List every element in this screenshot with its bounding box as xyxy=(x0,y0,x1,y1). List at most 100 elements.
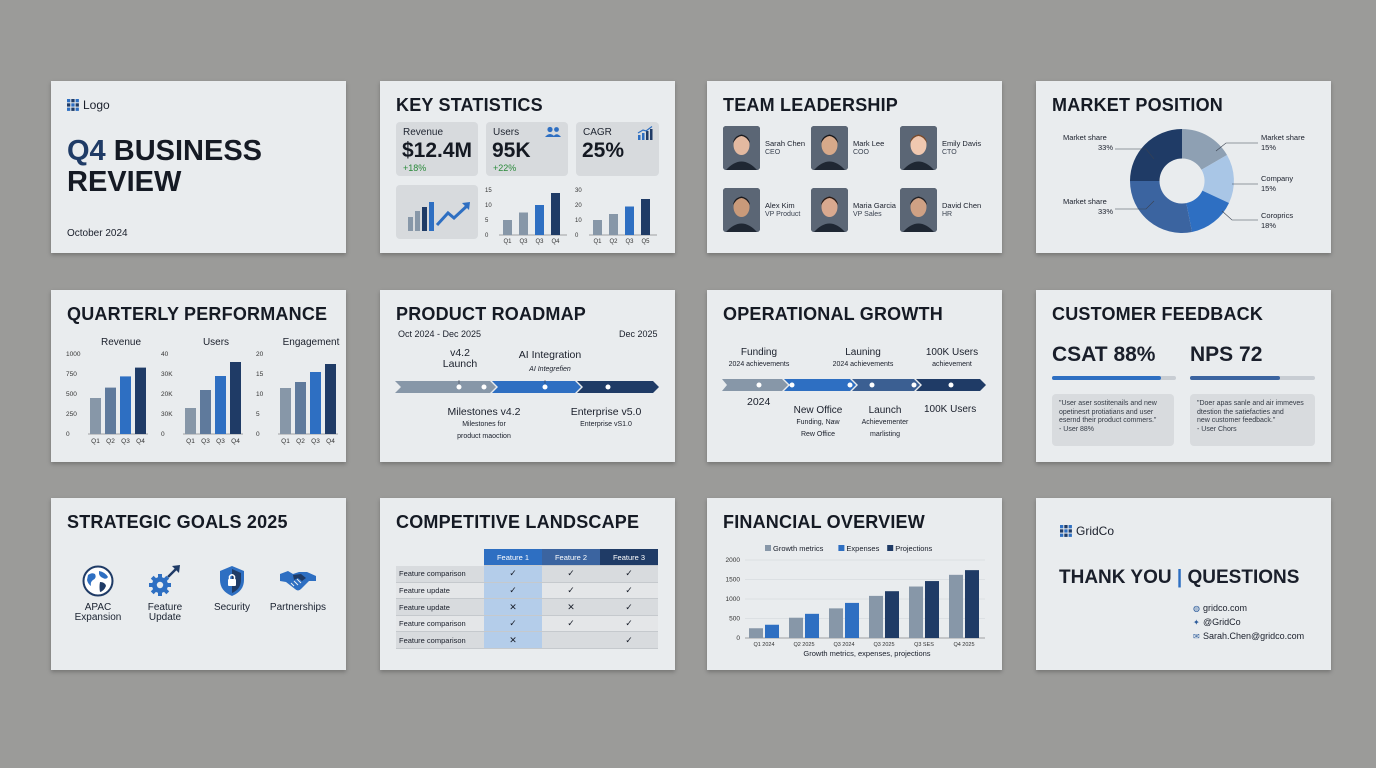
y-tick-label: 40 xyxy=(161,351,169,358)
legend-swatch xyxy=(887,545,894,551)
x-tick-label: Q2 2025 xyxy=(793,642,814,648)
twitter-text: @GridCo xyxy=(1203,617,1241,627)
contact-web[interactable]: ◍ gridco.com xyxy=(1193,603,1247,613)
quote-2-line1: "Doer apas sanle and air immeves xyxy=(1197,400,1304,407)
stat-label: CAGR xyxy=(583,127,612,138)
slide-title: COMPETITIVE LANDSCAPE xyxy=(396,512,640,532)
person-role: CTO xyxy=(942,149,957,156)
chart-title: Revenue xyxy=(101,337,141,348)
bar xyxy=(215,376,226,434)
slide-product-roadmap[interactable]: PRODUCT ROADMAP Oct 2024 - Dec 2025 Dec … xyxy=(380,290,675,462)
slide-strategic-goals[interactable]: STRATEGIC GOALS 2025 APAC Expansion Featu… xyxy=(51,498,346,670)
corner-cell xyxy=(396,549,484,566)
legend-label: Expenses xyxy=(846,544,879,553)
grid-logo-icon xyxy=(1060,525,1072,537)
table-row: Feature update ✕ ✕ ✓ xyxy=(396,598,658,616)
y-tick-label: 15 xyxy=(256,371,264,378)
table-row: Feature update ✓ ✓ ✓ xyxy=(396,582,658,600)
goal-partnerships: Partnerships xyxy=(269,602,327,613)
avatar xyxy=(900,188,937,232)
launch-label: Launch xyxy=(868,405,902,416)
roadmap-timeline xyxy=(395,380,659,393)
avatar xyxy=(900,126,937,170)
milestone-enterprise: Enterprise v5.0 Enterprise vS1.0 xyxy=(560,406,652,429)
globe-icon xyxy=(82,565,114,597)
goal-security: Security xyxy=(213,602,251,613)
mini-bar-chart-1: 15 10 5 0 Q1 Q3 Q3 Q4 xyxy=(485,188,567,245)
table-cell: ✓ xyxy=(542,615,600,633)
stat-value: 25% xyxy=(582,139,625,162)
table-cell: ✓ xyxy=(542,582,600,600)
users100-sub: achievement xyxy=(932,361,972,368)
stat-delta: +18% xyxy=(403,163,427,173)
slide-customer-feedback[interactable]: CUSTOMER FEEDBACK CSAT 88% NPS 72 "User … xyxy=(1036,290,1331,462)
slide-market-position[interactable]: MARKET POSITION Market share 33% Market … xyxy=(1036,81,1331,253)
ms-100k: 100K Users achievement xyxy=(913,346,991,369)
label-company: Company xyxy=(1261,174,1293,183)
nps-bar-fill xyxy=(1190,376,1280,380)
legend-label: Growth metrics xyxy=(773,544,824,553)
bar xyxy=(280,388,291,434)
slide-operational-growth[interactable]: OPERATIONAL GROWTH Funding 2024 achieveme… xyxy=(707,290,1002,462)
ms-launing: Launing 2024 achievements xyxy=(824,346,902,369)
table-row: Feature comparison ✕ ✓ xyxy=(396,631,658,650)
slide-team-leadership[interactable]: TEAM LEADERSHIP Sarah Chen CEO Mark Lee COO… xyxy=(707,81,1002,253)
slide-key-statistics[interactable]: KEY STATISTICS Revenue $12.4M +18% Users… xyxy=(380,81,675,253)
y-tick-label: 30K xyxy=(161,411,173,418)
x-tick-label: Q3 SES xyxy=(914,642,934,648)
bar-growth xyxy=(789,617,803,638)
quote-1-author: - User 88% xyxy=(1059,425,1095,433)
contact-email[interactable]: ✉ Sarah.Chen@gridco.com xyxy=(1193,631,1304,641)
stat-label: Revenue xyxy=(403,127,444,138)
thank-you-heading: THANK YOU | QUESTIONS xyxy=(1059,567,1299,589)
avatar xyxy=(723,188,760,232)
funding-sub: 2024 achievements xyxy=(728,361,790,368)
donut-slice-market-share xyxy=(1130,181,1192,233)
twitter-icon: ✦ xyxy=(1193,618,1200,627)
launch-sub2: marlisting xyxy=(870,431,900,438)
slide-quarterly-performance[interactable]: QUARTERLY PERFORMANCE Revenue 1000 750 500 2… xyxy=(51,290,346,462)
table-cell: ✕ xyxy=(484,631,542,650)
bar xyxy=(551,193,560,235)
y-tick-label: 0 xyxy=(485,233,489,239)
quote-1-line2: opetinesrt protiatians and user xyxy=(1059,408,1154,416)
bar-expenses xyxy=(965,570,979,638)
table-cell xyxy=(542,631,600,650)
bar xyxy=(120,376,131,434)
thank-you-text: THANK YOU xyxy=(1059,567,1172,588)
bar-expenses xyxy=(765,624,779,638)
goal-apac-l1: APAC xyxy=(84,602,112,613)
avatar xyxy=(811,126,848,170)
range-start: Oct 2024 - Dec 2025 xyxy=(398,329,482,339)
slide-financial-overview[interactable]: FINANCIAL OVERVIEW Growth metrics Expense… xyxy=(707,498,1002,670)
slide-title: KEY STATISTICS xyxy=(396,95,543,115)
csat-bar xyxy=(1052,376,1176,380)
person-role: VP Product xyxy=(765,211,801,218)
ai-sub: AI Integrefien xyxy=(529,366,571,373)
y-tick-label: 2000 xyxy=(726,557,741,564)
milestone-v42-detail: Milestones v4.2 Milestones for product m… xyxy=(438,406,530,441)
y-tick-label: 20K xyxy=(161,391,173,398)
x-tick-label: Q1 xyxy=(503,239,512,245)
bar-expenses xyxy=(925,581,939,638)
slide-title[interactable]: Logo Q4 BUSINESS REVIEW October 2024 xyxy=(51,81,346,253)
x-tick-label: Q3 xyxy=(216,438,225,445)
slide-competitive-landscape[interactable]: COMPETITIVE LANDSCAPE Feature 1 Feature … xyxy=(380,498,675,670)
table-cell: ✕ xyxy=(484,598,542,616)
y-tick-label: 0 xyxy=(161,431,165,438)
ai-label: AI Integration xyxy=(518,349,582,361)
slide-thank-you[interactable]: GridCo THANK YOU | QUESTIONS ◍ gridco.com… xyxy=(1036,498,1331,670)
bar xyxy=(503,220,512,235)
bar xyxy=(310,372,321,434)
bar xyxy=(135,367,146,434)
x-tick-label: Q4 xyxy=(326,438,335,445)
contact-twitter[interactable]: ✦ @GridCo xyxy=(1193,617,1241,627)
slide-title: CUSTOMER FEEDBACK xyxy=(1052,304,1264,324)
label-coroprics: Coroprics xyxy=(1261,211,1293,220)
table-row: Feature comparison ✓ ✓ ✓ xyxy=(396,565,658,583)
y-tick-label: 500 xyxy=(66,391,77,398)
gridco-logo: GridCo xyxy=(1060,524,1114,538)
quote-2-line2: dtestion the satiefacties and xyxy=(1197,408,1284,416)
logo-text: Logo xyxy=(83,98,110,112)
table-cell: ✓ xyxy=(484,565,542,583)
